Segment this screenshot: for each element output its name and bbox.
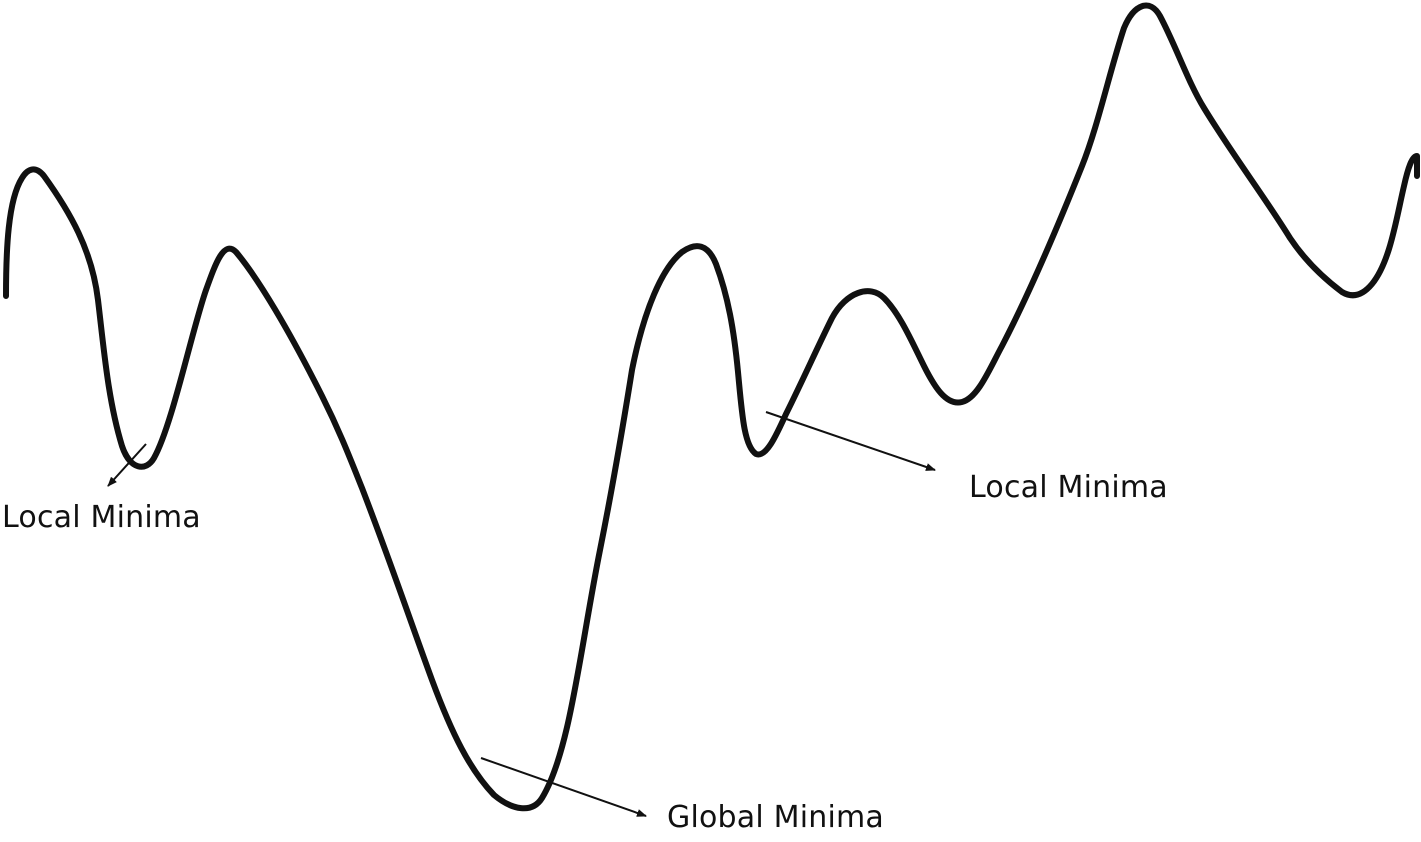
loss-curve xyxy=(3,2,1420,812)
arrow-global-minima xyxy=(480,757,647,817)
arrow-local-minima-right xyxy=(765,411,936,471)
global-minima-label: Global Minima xyxy=(667,800,885,835)
arrow-local-minima-left xyxy=(107,443,147,487)
local-minima-label-left: Local Minima xyxy=(2,500,201,535)
local-minima-label-right: Local Minima xyxy=(969,470,1168,505)
